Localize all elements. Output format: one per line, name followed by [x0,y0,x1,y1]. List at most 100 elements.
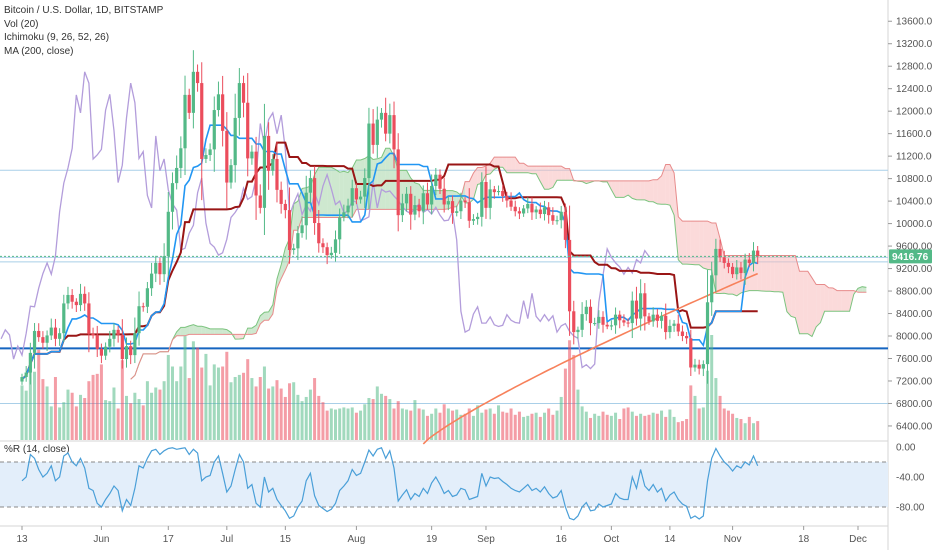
volume-bar [530,413,534,440]
candle [237,68,241,136]
candle [551,207,555,225]
candle-body [430,185,434,205]
volume-bar [438,412,442,440]
candle-body [735,267,739,275]
volume-bar [175,381,179,440]
cloud-segment [247,328,252,335]
cloud-segment [694,221,700,265]
candle-body [584,306,588,315]
candle [655,308,659,328]
price-tick-label: 7200.00 [896,376,932,387]
volume-bar [639,413,643,440]
candle [630,291,634,339]
volume-bar [513,414,517,440]
candle [375,106,379,158]
wr-tick-label: -40.00 [896,473,925,484]
candle-body [279,189,283,204]
cloud-segment [774,255,779,292]
candle-body [300,225,304,234]
cloud-segment [703,221,708,270]
volume-bar [614,412,618,440]
candle [463,197,467,208]
cloud-segment [832,288,838,312]
cloud-segment [189,324,194,335]
candle-body [685,336,689,339]
candle-body [726,262,731,267]
volume-bar [488,408,492,440]
time-tick-label: 17 [163,534,175,545]
cloud-segment [210,328,215,335]
volume-bar [191,341,195,440]
cloud-segment [757,255,762,291]
volume-bar [580,406,584,440]
cloud-segment [544,166,549,190]
candle-body [434,174,438,186]
cloud-segment [632,180,637,200]
volume-bar [388,399,392,440]
candle [567,205,572,336]
volume-bar [267,388,271,440]
cloud-segment [201,326,206,335]
candle [496,185,501,196]
cloud-segment [841,290,846,312]
cloud-segment [180,327,186,336]
candle [83,286,87,311]
volume-bar [706,370,710,440]
candle-body [112,329,116,339]
senkou-span-b [130,156,867,380]
price-tick-label: 10400.00 [896,197,932,208]
volume-bar [246,359,250,440]
volume-bar [588,417,592,440]
candle [693,358,697,372]
volume-bar [731,413,735,440]
volume-bar [739,419,743,440]
candle [379,108,384,128]
cloud-segment [732,255,737,296]
candle [367,107,371,210]
candle-body [66,294,70,304]
candle [676,314,680,337]
volume-bar [112,387,116,440]
candle [179,136,183,179]
candle-body [166,211,170,257]
time-tick-label: Sep [477,534,495,545]
cloud-segment [623,180,629,198]
candle [41,331,45,349]
candle-body [154,262,158,274]
candle [116,325,120,343]
candle-body [342,212,346,218]
volume-bar [200,367,204,440]
candle [300,216,304,238]
candle [317,209,321,253]
candle [450,195,455,224]
price-tick-label: 8000.00 [896,332,932,343]
candle [484,166,488,219]
cloud-segment [636,180,641,200]
candle-body [145,288,149,307]
volume-bar [45,386,49,440]
candle-body [208,149,212,156]
cloud-segment [761,255,767,292]
candle-body [647,316,651,322]
candle-body [567,239,572,312]
candle [714,238,718,293]
ichimoku-indicator-label: Ichimoku (9, 26, 52, 26) [4,32,110,43]
candle [304,175,308,240]
candle [668,319,672,339]
candle-body [338,217,342,240]
candle [731,262,735,279]
candle-body [70,294,74,302]
candle-body [350,188,354,206]
volume-bar [379,393,383,440]
candle [325,242,329,265]
candle [388,103,392,144]
candle [639,279,643,331]
candlesticks [20,50,760,385]
candle [756,246,760,264]
candle [413,195,417,221]
candle-body [747,259,751,263]
price-tick-label: 8800.00 [896,287,932,298]
price-tick-label: 13200.00 [896,39,932,50]
candle [70,289,74,309]
